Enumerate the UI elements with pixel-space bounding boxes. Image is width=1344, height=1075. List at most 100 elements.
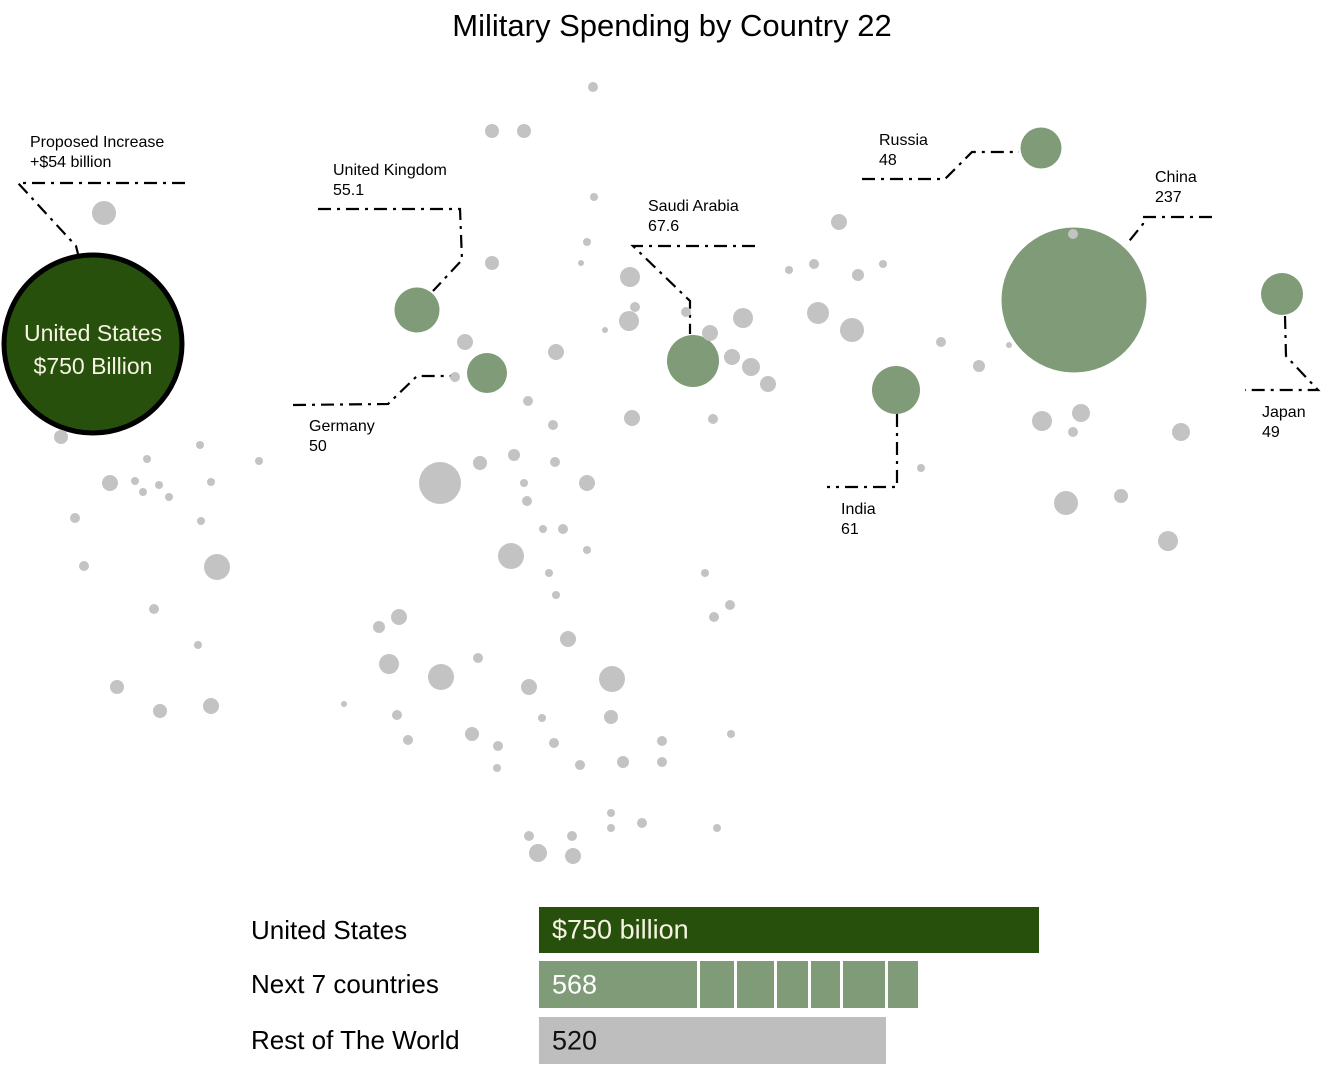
world-dot [809,259,819,269]
world-dot [379,654,399,674]
world-dot [473,456,487,470]
bar-segment-divider [885,961,888,1008]
leader-line-china [1125,215,1212,246]
bar-row-label-next-7-countries: Next 7 countries [251,969,439,999]
world-dot [493,764,501,772]
world-dot [485,256,499,270]
world-dot [79,561,89,571]
world-dot [548,344,564,360]
world-dot [617,756,629,768]
world-dot [373,621,385,633]
world-dot [637,818,647,828]
world-dot [203,698,219,714]
world-dot [165,493,173,501]
world-dot [560,631,576,647]
world-dot [255,457,263,465]
world-dot [545,569,553,577]
proposed-increase-label-line1: Proposed Increase [30,134,165,151]
leader-line-proposed-increase [15,181,185,255]
world-dot [575,760,585,770]
world-dot [831,214,847,230]
world-dot [341,701,347,707]
bar-segment-divider [808,961,811,1008]
world-dot [852,269,864,281]
leader-line-india [827,414,899,489]
world-dot [523,396,533,406]
world-dot [702,325,718,341]
world-dot [1158,531,1178,551]
world-dot [204,554,230,580]
world-dot [391,609,407,625]
world-dot [583,546,591,554]
bar-segment-divider [697,961,700,1008]
world-dot [599,666,625,692]
world-dot [517,124,531,138]
us-bubble-label-value: $750 Billion [33,353,153,379]
world-dot [538,714,546,722]
world-dot [733,308,753,328]
world-dot [493,741,503,751]
world-dot [102,475,118,491]
world-dot [428,664,454,690]
us-bubble-label: United States $750 Billion [0,317,203,383]
world-dot [630,302,640,312]
bubble-saudi-arabia [667,335,719,387]
bubble-united-states [1,252,185,436]
bar-value-next-7-countries: 568 [552,969,598,999]
leader-line-germany [292,374,452,407]
world-dot [760,376,776,392]
world-dot [508,449,520,461]
world-dot [552,591,560,599]
world-dot [473,653,483,663]
world-dot [498,543,524,569]
world-dot [1006,342,1012,348]
world-dot [567,831,577,841]
world-dot [578,260,584,266]
world-dot [709,612,719,622]
world-dot [153,704,167,718]
world-dot [708,414,718,424]
world-dot [1068,427,1078,437]
bar-next-7-countries: 568 [539,961,918,1008]
world-dot [550,457,560,467]
world-dot [450,372,460,382]
world-dot [92,201,116,225]
world-dot [558,524,568,534]
world-dot [657,736,667,746]
proposed-increase-label: Proposed Increase +$54 billion [30,133,164,172]
world-dot [54,430,68,444]
world-dot [539,525,547,533]
world-dot [917,464,925,472]
leader-line-russia [862,150,1019,181]
bar-segment-divider [774,961,777,1008]
world-dot [724,349,740,365]
world-dot [785,266,793,274]
world-dot [725,600,735,610]
chart-title: Military Spending by Country 22 [452,8,892,43]
world-dot [1072,404,1090,422]
world-dot [681,307,691,317]
leader-line-saudi-arabia [630,244,755,334]
world-dot [604,710,618,724]
bubble-japan [1261,273,1303,315]
world-dot [713,824,721,832]
bar-value-united-states: $750 billion [552,914,689,945]
world-dot [521,679,537,695]
world-dot [624,410,640,426]
world-dot [457,334,473,350]
world-dot [602,327,608,333]
bar-united-states: $750 billion [539,907,1039,953]
world-dot [139,488,147,496]
world-dot [520,479,528,487]
world-dot [392,710,402,720]
world-dot [590,193,598,201]
world-dot [110,680,124,694]
world-dot [1068,229,1078,239]
bar-segment-divider [840,961,843,1008]
world-dot [1114,489,1128,503]
world-dot [403,735,413,745]
world-dot [620,267,640,287]
bar-row-label-united-states: United States [251,915,408,945]
world-dot [485,124,499,138]
world-dot [727,730,735,738]
